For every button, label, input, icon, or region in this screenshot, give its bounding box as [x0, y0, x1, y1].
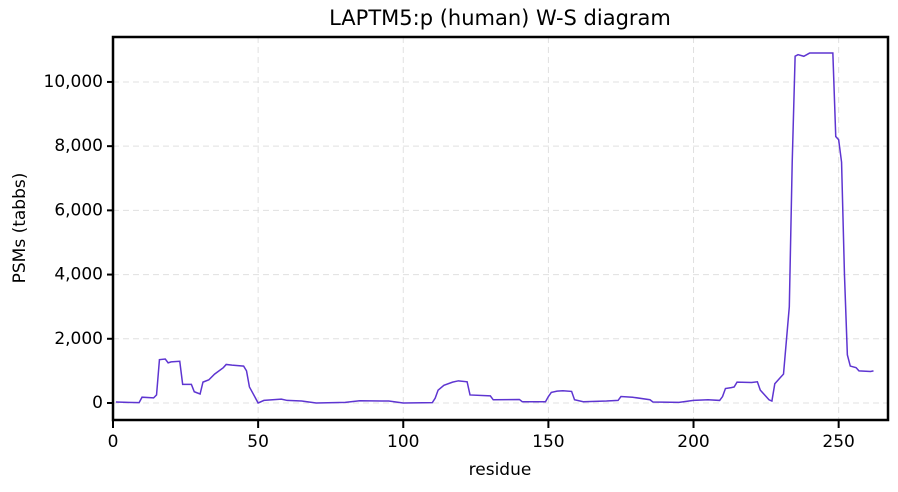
plot-frame [111, 35, 890, 422]
y-tick-label: 2,000 [54, 329, 103, 349]
chart-title: LAPTM5:p (human) W-S diagram [329, 6, 671, 30]
x-tick-label: 50 [247, 432, 269, 452]
y-tick-label: 8,000 [54, 136, 103, 156]
y-tick-label: 4,000 [54, 265, 103, 285]
x-tick-label: 100 [387, 432, 419, 452]
data-line [115, 52, 874, 404]
x-axis-label: residue [469, 460, 532, 480]
y-tick-label: 10,000 [44, 72, 103, 92]
x-tick-label: 150 [532, 432, 564, 452]
y-axis-label: PSMs (tabbs) [10, 173, 30, 284]
x-tick-label: 0 [108, 432, 119, 452]
x-tick-label: 200 [677, 432, 709, 452]
y-tick-label: 6,000 [54, 200, 103, 220]
x-tick-label: 250 [822, 432, 854, 452]
y-tick-label: 0 [92, 393, 103, 413]
